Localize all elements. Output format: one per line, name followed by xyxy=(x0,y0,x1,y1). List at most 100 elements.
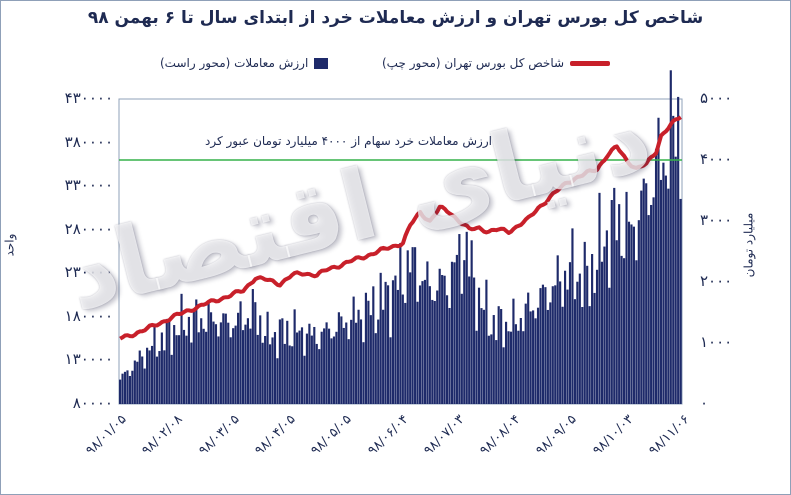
bar xyxy=(517,330,520,404)
bar xyxy=(241,330,245,404)
bar xyxy=(239,301,242,404)
bar xyxy=(450,261,454,404)
bar xyxy=(428,286,431,404)
bar xyxy=(229,337,232,404)
bar xyxy=(244,324,247,404)
bar xyxy=(175,335,178,404)
bar xyxy=(237,312,240,404)
bar xyxy=(264,335,267,404)
bar xyxy=(640,190,643,404)
bar xyxy=(195,299,198,404)
bar xyxy=(246,318,249,404)
bar xyxy=(591,254,594,404)
bar xyxy=(448,307,451,404)
bar xyxy=(588,306,591,404)
bar xyxy=(623,258,626,404)
bar xyxy=(487,335,490,404)
threshold-annotation: ارزش معاملات خرد سهام از ۴۰۰۰ میلیارد تو… xyxy=(205,134,492,148)
bar xyxy=(146,347,149,404)
bar xyxy=(627,221,631,404)
bar xyxy=(610,200,613,404)
bar xyxy=(143,368,146,404)
bar xyxy=(340,316,343,404)
bar xyxy=(256,334,259,404)
bar xyxy=(382,309,385,404)
legend-line: شاخص کل بورس تهران (محور چپ) xyxy=(382,56,611,70)
bar xyxy=(441,275,444,404)
bar xyxy=(605,230,608,404)
bar xyxy=(672,115,675,405)
bar xyxy=(431,299,434,404)
bar xyxy=(192,310,195,404)
bar xyxy=(123,371,127,404)
bar xyxy=(524,303,527,404)
bar xyxy=(443,275,446,404)
bar xyxy=(613,187,616,404)
bar xyxy=(401,294,404,404)
right-tick-label: ۵۰۰۰ xyxy=(700,89,733,107)
bar xyxy=(482,309,486,404)
bar xyxy=(320,331,323,404)
bar xyxy=(620,255,623,404)
bar xyxy=(276,358,279,404)
bar xyxy=(559,281,562,404)
bar xyxy=(399,242,402,404)
bar xyxy=(160,332,163,404)
right-tick-label: ۱۰۰۰ xyxy=(700,333,733,351)
right-tick-label: ۴۰۰۰ xyxy=(700,150,733,168)
bar xyxy=(667,188,670,404)
bar xyxy=(674,156,677,404)
bar xyxy=(522,331,525,404)
bar xyxy=(598,192,601,404)
bar xyxy=(539,288,542,404)
bar xyxy=(571,228,574,404)
bar xyxy=(305,333,309,404)
bar xyxy=(480,308,483,404)
left-tick-label: ۳۳۰۰۰۰ xyxy=(64,176,113,195)
bar xyxy=(165,318,168,404)
bar xyxy=(475,330,478,404)
bar xyxy=(458,234,461,404)
bar xyxy=(502,347,505,404)
bar xyxy=(445,295,449,404)
bar xyxy=(136,361,139,404)
right-tick-label: ۳۰۰۰ xyxy=(700,211,733,229)
bar xyxy=(512,298,515,404)
bar xyxy=(532,310,535,404)
bar xyxy=(546,309,549,404)
bar xyxy=(205,331,208,404)
bar xyxy=(657,117,660,404)
bar xyxy=(364,292,368,404)
bar xyxy=(232,328,235,404)
legend-bars: ارزش معاملات (محور راست) xyxy=(160,56,329,70)
bar xyxy=(337,312,340,404)
bar xyxy=(423,279,427,404)
legend-bars-swatch xyxy=(314,57,329,69)
bar xyxy=(372,286,375,404)
bar xyxy=(411,247,414,404)
bar xyxy=(618,204,621,404)
bar xyxy=(554,285,557,404)
bar xyxy=(148,350,151,404)
bar xyxy=(121,373,124,404)
bar xyxy=(261,342,264,404)
bar xyxy=(519,318,522,404)
bar xyxy=(281,318,284,404)
bar xyxy=(578,273,581,404)
bar xyxy=(330,338,333,404)
bar xyxy=(595,269,599,404)
bar xyxy=(315,343,318,404)
bar xyxy=(209,312,213,404)
bar xyxy=(288,345,291,404)
left-tick-label: ۱۳۰۰۰۰ xyxy=(64,350,113,369)
bar xyxy=(490,334,493,404)
bar xyxy=(529,311,532,404)
bar xyxy=(664,175,667,404)
bar xyxy=(308,323,311,404)
bar xyxy=(327,328,331,404)
bar xyxy=(222,313,225,404)
bar xyxy=(679,198,682,404)
bar xyxy=(406,250,409,404)
bar xyxy=(313,326,316,404)
bar xyxy=(178,335,181,404)
